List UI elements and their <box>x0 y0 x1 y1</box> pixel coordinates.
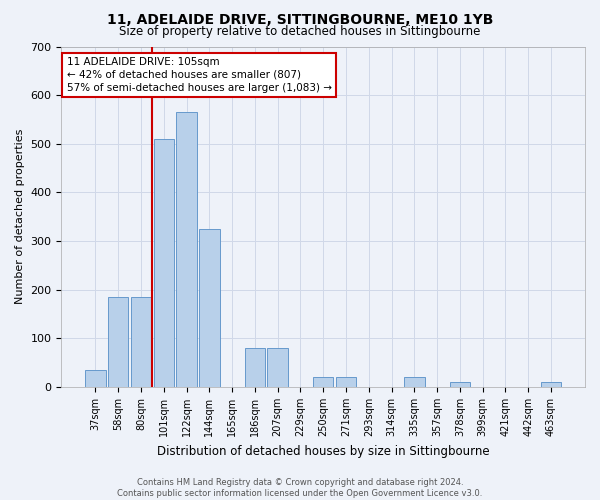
Bar <box>85 370 106 387</box>
Bar <box>154 139 174 387</box>
Bar <box>336 378 356 387</box>
Bar <box>199 229 220 387</box>
Bar <box>541 382 561 387</box>
Text: Size of property relative to detached houses in Sittingbourne: Size of property relative to detached ho… <box>119 25 481 38</box>
Bar <box>131 297 151 387</box>
Bar <box>404 378 425 387</box>
Bar <box>176 112 197 387</box>
Bar <box>245 348 265 387</box>
Text: 11, ADELAIDE DRIVE, SITTINGBOURNE, ME10 1YB: 11, ADELAIDE DRIVE, SITTINGBOURNE, ME10 … <box>107 12 493 26</box>
Text: 11 ADELAIDE DRIVE: 105sqm
← 42% of detached houses are smaller (807)
57% of semi: 11 ADELAIDE DRIVE: 105sqm ← 42% of detac… <box>67 56 332 93</box>
X-axis label: Distribution of detached houses by size in Sittingbourne: Distribution of detached houses by size … <box>157 444 490 458</box>
Bar <box>268 348 288 387</box>
Bar <box>449 382 470 387</box>
Text: Contains HM Land Registry data © Crown copyright and database right 2024.
Contai: Contains HM Land Registry data © Crown c… <box>118 478 482 498</box>
Bar <box>313 378 334 387</box>
Y-axis label: Number of detached properties: Number of detached properties <box>15 129 25 304</box>
Bar <box>108 297 128 387</box>
